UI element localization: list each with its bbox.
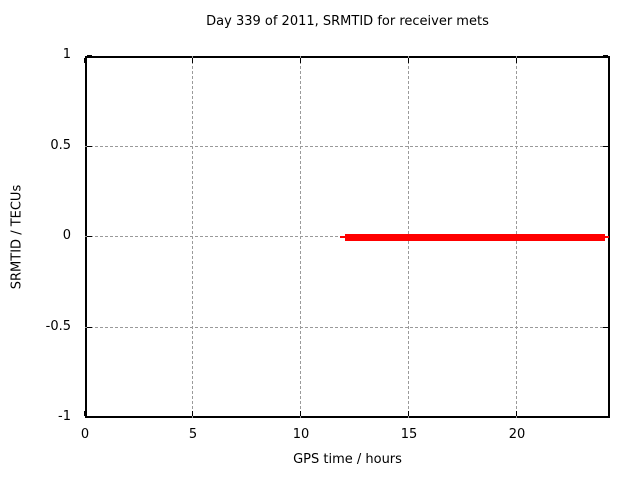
x-tick-bottom — [84, 411, 85, 416]
y-tick-label: -0.5 — [45, 319, 71, 334]
y-tick-right — [603, 327, 608, 328]
y-tick-label: -1 — [58, 409, 71, 424]
x-tick-top — [300, 58, 301, 63]
x-tick-bottom — [300, 411, 301, 416]
y-tick-left — [87, 327, 92, 328]
x-tick-label: 15 — [400, 427, 418, 442]
x-tick-top — [408, 58, 409, 63]
y-tick-left — [87, 146, 92, 147]
x-axis-label: GPS time / hours — [293, 452, 402, 467]
y-tick-right — [603, 55, 608, 56]
x-tick-top — [192, 58, 193, 63]
chart-title: Day 339 of 2011, SRMTID for receiver met… — [206, 14, 489, 29]
x-tick-label: 5 — [188, 427, 198, 442]
y-tick-right — [603, 146, 608, 147]
y-tick-left — [87, 55, 92, 56]
x-tick-bottom — [408, 411, 409, 416]
y-gridline — [85, 327, 610, 328]
x-tick-label: 0 — [80, 427, 90, 442]
y-tick-label: 0.5 — [50, 138, 71, 153]
x-gridline — [192, 56, 193, 418]
x-tick-top — [84, 58, 85, 63]
y-tick-left — [87, 236, 92, 237]
series-line-srmtid — [345, 233, 605, 241]
y-tick-label: 1 — [62, 47, 71, 62]
y-gridline — [85, 146, 610, 147]
x-tick-bottom — [516, 411, 517, 416]
y-tick-left — [87, 417, 92, 418]
x-tick-label: 10 — [292, 427, 310, 442]
y-tick-label: 0 — [62, 228, 71, 243]
x-tick-label: 20 — [508, 427, 526, 442]
y-axis-label: SRMTID / TECUs — [9, 184, 25, 290]
x-tick-bottom — [192, 411, 193, 416]
x-gridline — [300, 56, 301, 418]
y-tick-right — [603, 417, 608, 418]
x-tick-top — [516, 58, 517, 63]
plot-border — [85, 56, 610, 418]
